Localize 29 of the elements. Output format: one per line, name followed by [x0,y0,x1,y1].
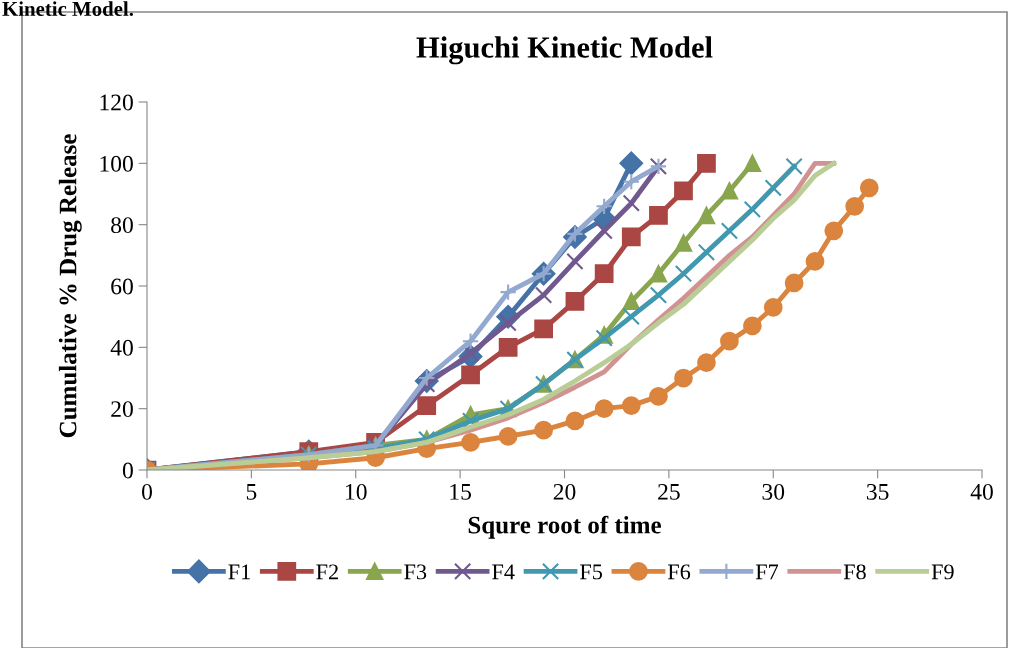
x-axis-title: Squre root of time [468,515,661,539]
x-tick-label: 15 [450,483,472,500]
y-tick-label: 0 [122,462,133,479]
legend-label: F6 [667,564,691,580]
y-tick-label: 20 [111,401,133,418]
y-tick-label: 80 [111,217,133,234]
legend-label: F3 [404,564,427,580]
x-tick-label: 25 [658,483,680,500]
legend-label: F7 [755,564,779,580]
legend-label: F2 [316,564,338,580]
legend-label: F5 [580,564,603,580]
x-tick-label: 20 [553,483,576,500]
x-tick-label: 40 [970,483,993,500]
text: Kinetic Model. [2,1,134,17]
legend-label: F8 [843,564,866,580]
legend-label: F1 [228,564,250,580]
y-axis-title: Cumulative % Drug Release [58,134,82,438]
y-tick-label: 100 [100,155,133,172]
x-tick-label: 30 [762,483,785,500]
chart-title: Higuchi Kinetic Model [416,36,713,65]
x-tick-label: 0 [142,483,152,500]
y-tick-label: 120 [100,94,133,111]
x-tick-label: 5 [246,484,257,500]
y-tick-label: 40 [110,339,133,356]
x-tick-label: 10 [346,483,367,500]
x-tick-label: 35 [866,483,889,500]
legend-label: F4 [492,564,515,580]
legend-label: F9 [931,564,954,580]
y-tick-label: 60 [111,278,133,295]
